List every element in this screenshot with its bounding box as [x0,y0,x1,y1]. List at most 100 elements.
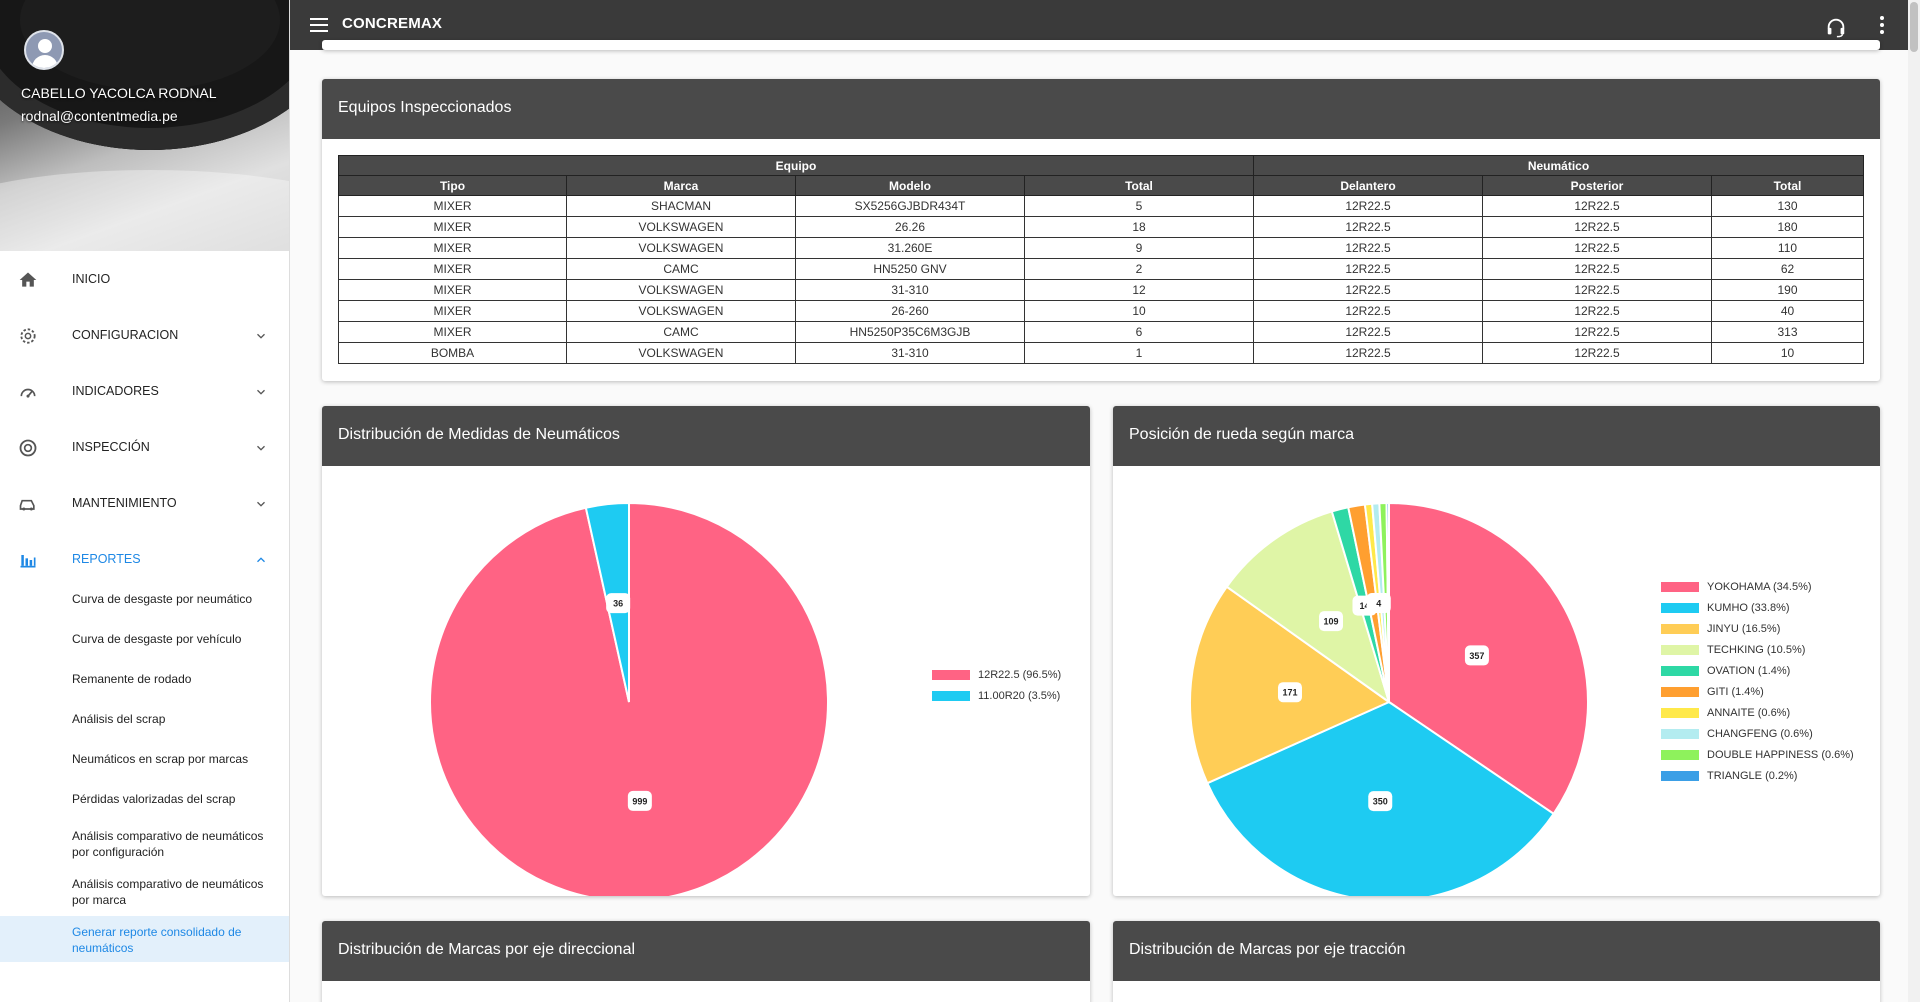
table-cell: 10 [1711,342,1864,364]
equipos-card-title: Equipos Inspeccionados [322,79,1880,139]
legend-label: KUMHO (33.8%) [1707,601,1790,614]
chevron-down-icon [257,501,265,507]
posicion-legend: YOKOHAMA (34.5%) KUMHO (33.8%) JINYU (16.5… [1661,576,1854,786]
column-header: Modelo [795,175,1025,196]
table-cell: 26.26 [795,216,1025,238]
legend-item[interactable]: TECHKING (10.5%) [1661,639,1854,660]
table-cell: 12R22.5 [1482,195,1712,217]
nav-label: CONFIGURACION [72,328,179,342]
legend-label: GITI (1.4%) [1707,685,1764,698]
table-cell: 31.260E [795,237,1025,259]
pie-value-label: 999 [627,790,652,811]
sub-item-comparativo-marca[interactable]: Análisis comparativo de neumáticos por m… [72,877,264,907]
legend-item[interactable]: GITI (1.4%) [1661,681,1854,702]
legend-item[interactable]: JINYU (16.5%) [1661,618,1854,639]
sub-item-perdidas-scrap[interactable]: Pérdidas valorizadas del scrap [72,792,236,806]
chevron-down-icon [257,389,265,395]
legend-item[interactable]: TRIANGLE (0.2%) [1661,765,1854,786]
chevron-up-icon [257,557,265,563]
legend-label: 11.00R20 (3.5%) [978,689,1061,702]
table-cell: VOLKSWAGEN [566,342,796,364]
legend-item[interactable]: OVATION (1.4%) [1661,660,1854,681]
medidas-card: Distribución de Medidas de Neumáticos 99… [322,406,1090,896]
avatar[interactable] [24,30,64,70]
card-previous-bottom [322,40,1880,50]
table-cell: 12R22.5 [1253,321,1483,343]
table-row: MIXER VOLKSWAGEN 26.26 18 12R22.5 12R22.5 180 [338,216,1864,238]
more-vert-icon[interactable] [1880,16,1884,34]
legend-swatch [1661,686,1699,697]
table-cell: 12R22.5 [1482,216,1712,238]
table-cell: 12R22.5 [1253,342,1483,364]
traccion-card: Distribución de Marcas por eje tracción [1113,921,1880,1002]
app-title: CONCREMAX [342,15,443,32]
column-group-neumatico: Neumático [1253,155,1864,176]
column-header: Total [1711,175,1864,196]
legend-item[interactable]: 12R22.5 (96.5%) [932,664,1061,685]
table-cell: MIXER [338,321,567,343]
table-cell: 6 [1024,321,1254,343]
table-cell: VOLKSWAGEN [566,216,796,238]
medidas-card-title: Distribución de Medidas de Neumáticos [322,406,1090,466]
legend-item[interactable]: ANNAITE (0.6%) [1661,702,1854,723]
legend-swatch [1661,644,1699,655]
nav-label: INSPECCIÓN [72,440,150,454]
tire-icon [19,439,37,457]
nav-item-inspeccion[interactable]: INSPECCIÓN [0,419,289,475]
table-cell: MIXER [338,258,567,280]
table-row: MIXER SHACMAN SX5256GJBDR434T 5 12R22.5 12R22… [338,195,1864,217]
direccional-card: Distribución de Marcas por eje direccion… [322,921,1090,1002]
table-cell: 190 [1711,279,1864,301]
table-cell: 40 [1711,300,1864,322]
legend-item[interactable]: CHANGFENG (0.6%) [1661,723,1854,744]
sub-item-curva-vehiculo[interactable]: Curva de desgaste por vehículo [72,632,242,646]
table-cell: 12R22.5 [1482,321,1712,343]
column-header: Posterior [1482,175,1712,196]
profile-banner: CABELLO YACOLCA RODNAL rodnal@contentmed… [0,0,289,251]
headset-icon[interactable] [1825,16,1847,38]
pie-slice[interactable] [1225,510,1391,705]
table-cell: VOLKSWAGEN [566,279,796,301]
table-cell: HN5250 GNV [795,258,1025,280]
menu-icon[interactable] [310,18,328,32]
table-cell: 1 [1024,342,1254,364]
nav-item-indicadores[interactable]: INDICADORES [0,363,289,419]
svg-text:109: 109 [1323,617,1338,627]
svg-text:357: 357 [1469,651,1484,661]
nav-item-configuracion[interactable]: CONFIGURACION [0,307,289,363]
pie-slice[interactable] [429,501,829,896]
sub-item-analisis-scrap[interactable]: Análisis del scrap [72,712,166,726]
table-cell: 180 [1711,216,1864,238]
table-cell: MIXER [338,300,567,322]
legend-item[interactable]: 11.00R20 (3.5%) [932,685,1061,706]
scrollbar[interactable] [1908,0,1920,1002]
sub-item-remanente[interactable]: Remanente de rodado [72,672,192,686]
nav-item-mantenimiento[interactable]: MANTENIMIENTO [0,475,289,531]
sub-item-curva-neumatico[interactable]: Curva de desgaste por neumático [72,592,253,606]
table-row: MIXER VOLKSWAGEN 26-260 10 12R22.5 12R22.5 40 [338,300,1864,322]
legend-swatch [1661,770,1699,781]
legend-label: JINYU (16.5%) [1707,622,1781,635]
pie-value-label: 36 [606,593,631,614]
legend-swatch [1661,707,1699,718]
table-cell: 130 [1711,195,1864,217]
car-icon [19,499,35,511]
legend-label: OVATION (1.4%) [1707,664,1791,677]
home-icon [19,272,37,287]
legend-item[interactable]: DOUBLE HAPPINESS (0.6%) [1661,744,1854,765]
sub-item-comparativo-configuracion[interactable]: Análisis comparativo de neumáticos por c… [72,829,264,859]
legend-item[interactable]: KUMHO (33.8%) [1661,597,1854,618]
legend-swatch [1661,581,1699,592]
sub-item-reporte-consolidado[interactable]: Generar reporte consolidado de neumático… [72,925,242,955]
gear-icon [20,328,36,344]
legend-item[interactable]: YOKOHAMA (34.5%) [1661,576,1854,597]
scrollbar-thumb[interactable] [1910,2,1918,52]
nav-item-reportes[interactable]: REPORTES [0,531,289,587]
table-cell: SX5256GJBDR434T [795,195,1025,217]
table-cell: MIXER [338,237,567,259]
user-email: rodnal@contentmedia.pe [21,108,178,124]
table-cell: 31-310 [795,279,1025,301]
sub-item-scrap-marcas[interactable]: Neumáticos en scrap por marcas [72,752,249,766]
table-cell: 9 [1024,237,1254,259]
nav-item-inicio[interactable]: INICIO [0,251,289,307]
